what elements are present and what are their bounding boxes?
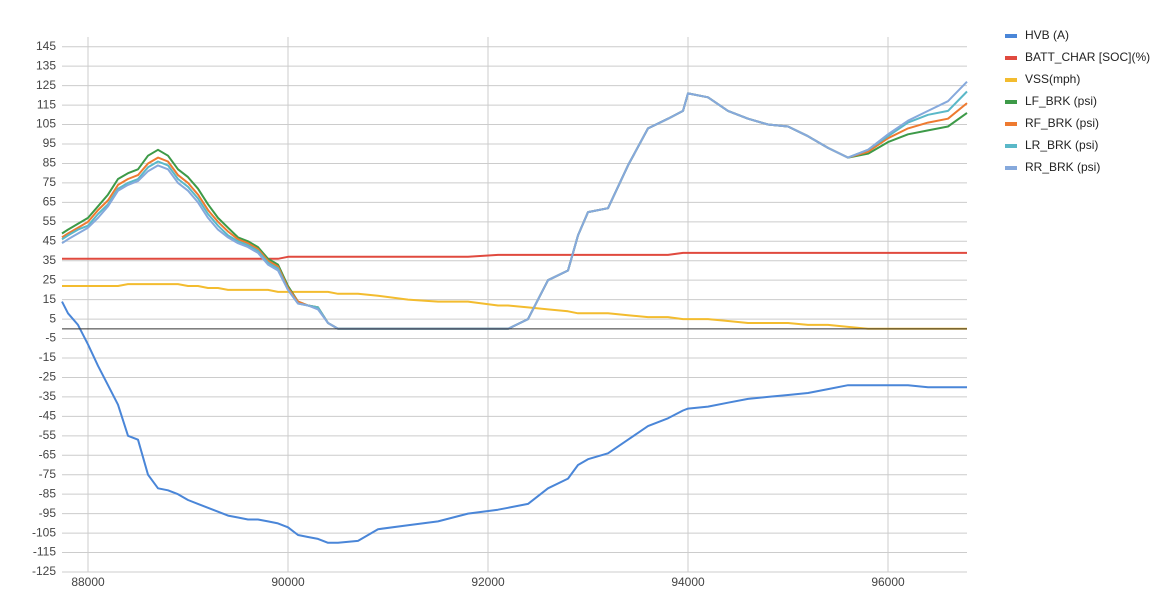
legend-swatch <box>1005 122 1017 126</box>
legend-label: RR_BRK (psi) <box>1025 160 1100 174</box>
y-tick-label: 15 <box>43 292 57 306</box>
grid <box>62 37 967 573</box>
legend-swatch <box>1005 100 1017 104</box>
y-tick-label: -55 <box>39 428 57 442</box>
x-tick-label: 96000 <box>871 575 905 589</box>
y-tick-label: -75 <box>39 467 57 481</box>
legend-label: RF_BRK (psi) <box>1025 116 1099 130</box>
y-tick-label: 85 <box>43 156 57 170</box>
y-tick-label: 25 <box>43 272 57 286</box>
y-tick-label: -5 <box>45 331 56 345</box>
x-tick-label: 92000 <box>471 575 505 589</box>
legend-label: HVB (A) <box>1025 28 1069 42</box>
y-tick-label: 115 <box>37 97 56 111</box>
legend: HVB (A) BATT_CHAR [SOC](%) VSS(mph) LF_BRK … <box>1005 28 1150 174</box>
plot <box>61 81 968 544</box>
series-line <box>61 92 968 330</box>
y-tick-label: 45 <box>43 233 57 247</box>
legend-label: BATT_CHAR [SOC](%) <box>1025 50 1150 64</box>
legend-swatch <box>1005 166 1017 170</box>
y-tick-label: 125 <box>36 78 56 92</box>
legend-label: LF_BRK (psi) <box>1025 94 1097 108</box>
y-tick-label: -105 <box>32 525 56 539</box>
legend-swatch <box>1005 34 1017 38</box>
series-line <box>61 92 968 330</box>
y-tick-label: 35 <box>43 253 57 267</box>
series-line <box>62 251 967 260</box>
y-tick-label: -125 <box>32 564 56 578</box>
y-tick-label: -45 <box>39 409 57 423</box>
y-tick-label: -115 <box>33 545 56 559</box>
x-tick-label: 90000 <box>271 575 305 589</box>
y-tick-label: -25 <box>39 370 57 384</box>
legend-label: LR_BRK (psi) <box>1025 138 1098 152</box>
x-tick-label: 88000 <box>71 575 105 589</box>
y-tick-label: 95 <box>43 136 57 150</box>
legend-swatch <box>1005 56 1017 60</box>
y-tick-label: -15 <box>39 350 57 364</box>
y-tick-label: 145 <box>36 39 56 53</box>
series-line <box>61 301 967 544</box>
y-tick-label: -65 <box>39 447 57 461</box>
y-tick-label: 105 <box>36 117 56 131</box>
series-line <box>62 283 967 330</box>
series-line <box>61 81 968 330</box>
y-tick-label: 5 <box>49 311 56 325</box>
axes: -125-115-105-95-85-75-65-55-45-35-25-15-… <box>32 39 967 589</box>
y-tick-label: 55 <box>43 214 57 228</box>
y-tick-label: -35 <box>39 389 57 403</box>
legend-swatch <box>1005 78 1017 82</box>
y-tick-label: -95 <box>39 506 57 520</box>
y-tick-label: 65 <box>43 195 57 209</box>
y-tick-label: 135 <box>36 58 56 72</box>
legend-label: VSS(mph) <box>1025 72 1080 86</box>
y-tick-label: -85 <box>39 486 57 500</box>
series-line <box>61 90 968 330</box>
y-tick-label: 75 <box>43 175 57 189</box>
x-tick-label: 94000 <box>671 575 705 589</box>
legend-swatch <box>1005 144 1017 148</box>
